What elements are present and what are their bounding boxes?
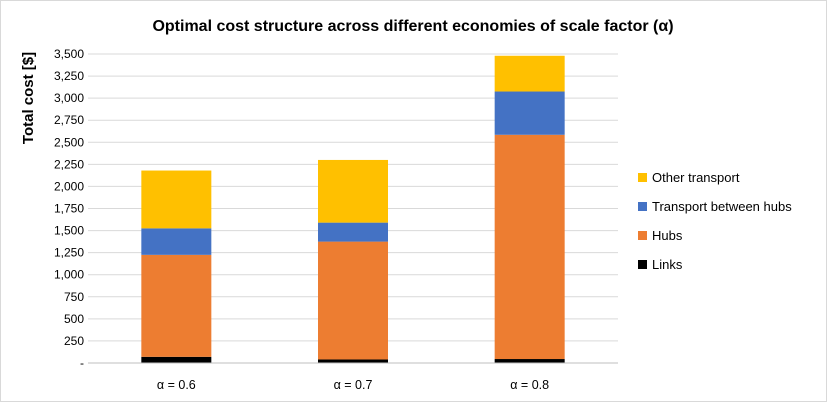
legend-label-links: Links [652,257,683,272]
bar-segment-links [494,359,565,363]
bars [141,55,565,363]
bar-segment-hubs [141,254,212,357]
bar-segment-transport-between-hubs [494,91,565,135]
y-tick-label: 2,750 [54,113,84,127]
bar-segment-transport-between-hubs [141,228,212,255]
y-tick-label: 3,250 [54,69,84,83]
x-category-label: α = 0.6 [157,378,196,392]
bar-segment-transport-between-hubs [318,222,388,242]
bar-segment-links [318,359,388,363]
y-tick-label: - [80,356,84,370]
y-tick-label: 1,500 [54,224,84,238]
legend-swatch-transport-between-hubs [638,202,647,211]
y-tick-label: 500 [64,312,84,326]
legend: Other transport Transport between hubs Hub… [638,170,792,272]
legend-swatch-other-transport [638,173,647,182]
legend-label-hubs: Hubs [652,228,683,243]
legend-swatch-links [638,260,647,269]
legend-swatch-hubs [638,231,647,240]
bar-segment-other-transport [494,55,565,92]
y-tick-label: 750 [64,290,84,304]
bar-stack [141,170,212,363]
bar-stack [318,159,388,363]
bar-stack [494,55,565,363]
y-tick-label: 1,250 [54,246,84,260]
y-tick-label: 250 [64,334,84,348]
x-category-label: α = 0.7 [334,378,373,392]
x-category-label: α = 0.8 [510,378,549,392]
legend-label-other-transport: Other transport [652,170,740,185]
bar-segment-hubs [494,134,565,360]
y-tick-label: 3,000 [54,91,84,105]
y-tick-label: 1,750 [54,202,84,216]
bar-segment-links [141,356,212,363]
y-tick-label: 2,500 [54,135,84,149]
chart-title: Optimal cost structure across different … [152,18,673,35]
y-tick-label: 1,000 [54,268,84,282]
bar-segment-other-transport [318,159,388,223]
bar-segment-other-transport [141,170,212,229]
y-axis-label: Total cost [$] [20,52,37,144]
legend-label-transport-between-hubs: Transport between hubs [652,199,792,214]
y-tick-label: 2,000 [54,179,84,193]
y-axis-ticks: - 250 500 750 1,000 1,250 1,500 1,750 2,000 2,250… [54,47,84,370]
y-tick-label: 3,500 [54,47,84,61]
x-axis-categories: α = 0.6 α = 0.7 α = 0.8 [157,378,549,392]
y-tick-label: 2,250 [54,157,84,171]
bar-segment-hubs [318,241,388,360]
